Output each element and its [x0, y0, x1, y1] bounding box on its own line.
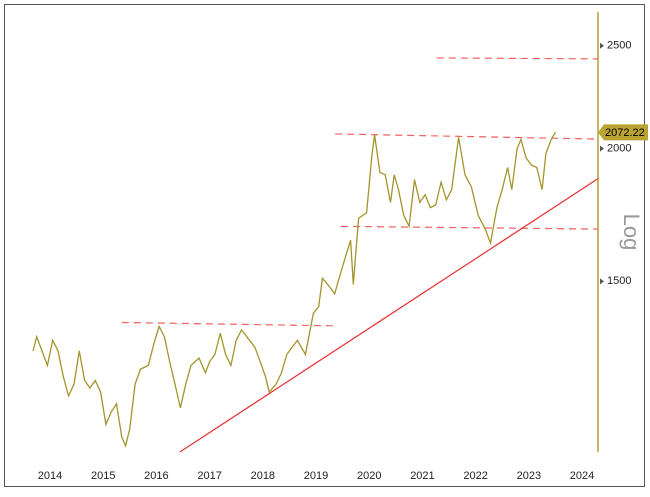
x-tick-label: 2016 [144, 470, 168, 482]
x-tick-label: 2017 [197, 470, 221, 482]
y-tick-label: 2000 [607, 143, 631, 155]
y-tick [600, 42, 604, 49]
x-tick-label: 2018 [251, 470, 275, 482]
frame [4, 4, 645, 487]
y-tick-label: 2500 [607, 40, 631, 52]
y-axis-label: Log [619, 214, 644, 251]
x-tick-label: 2019 [304, 470, 328, 482]
reference-line [341, 225, 599, 230]
x-tick-label: 2021 [410, 470, 434, 482]
x-tick-label: 2022 [463, 470, 487, 482]
reference-line [436, 57, 599, 60]
price-line [32, 131, 556, 448]
reference-line [179, 178, 599, 453]
x-tick-label: 2015 [91, 470, 115, 482]
y-tick [600, 278, 604, 285]
x-tick-label: 2014 [38, 470, 62, 482]
x-tick-label: 2023 [517, 470, 541, 482]
y-tick-label: 1500 [607, 275, 631, 287]
x-tick-label: 2024 [570, 470, 594, 482]
reference-line [335, 133, 599, 140]
x-tick-label: 2020 [357, 470, 381, 482]
last-value-tag [598, 124, 648, 141]
last-value-label: 2072.22 [605, 127, 645, 139]
y-tick [600, 145, 604, 152]
